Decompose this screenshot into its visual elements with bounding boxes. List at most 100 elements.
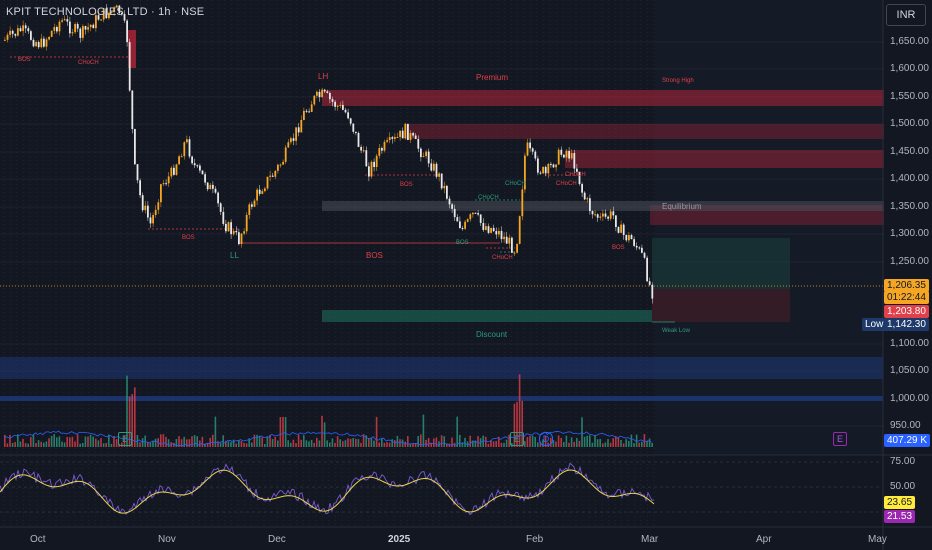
volume-bar: [404, 441, 406, 447]
candle-body: [6, 34, 9, 40]
candle-body: [568, 151, 570, 159]
volume-bar: [9, 434, 11, 447]
candle-body: [193, 163, 196, 166]
volume-bar: [420, 434, 422, 447]
volume-bar: [375, 416, 378, 447]
candle-body: [490, 227, 492, 233]
candle-body: [459, 221, 461, 229]
candle-body: [139, 180, 141, 196]
volume-bar: [448, 443, 451, 447]
symbol-title[interactable]: KPIT TECHNOLOGIES LTD · 1h · NSE: [6, 6, 205, 18]
candle-body: [282, 161, 284, 165]
volume-bar: [245, 443, 248, 447]
candle-body: [212, 184, 214, 189]
volume-bar: [508, 434, 510, 447]
candle-body: [386, 140, 388, 142]
volume-bar: [141, 438, 144, 447]
candle-body: [183, 142, 186, 157]
candle-body: [4, 39, 6, 41]
volume-bar: [513, 403, 516, 447]
candle-body: [401, 130, 404, 139]
volume-bar: [162, 434, 165, 447]
candle-body: [318, 91, 321, 98]
candle-body: [648, 281, 651, 285]
volume-bar: [183, 436, 185, 447]
candle-body: [56, 27, 58, 32]
candle-body: [604, 213, 607, 217]
bos-label: BOS: [366, 251, 383, 260]
candle-body: [277, 164, 279, 171]
volume-bar: [321, 415, 323, 447]
candle-body: [71, 32, 74, 34]
volume-bar: [173, 442, 175, 447]
volume-bar: [487, 443, 490, 447]
candle-body: [186, 139, 188, 143]
time-tick-apr: Apr: [756, 534, 772, 545]
candle-body: [381, 148, 383, 151]
candle-body: [542, 166, 544, 174]
volume-bar: [425, 439, 427, 447]
candle-body: [295, 127, 297, 141]
volume-bar: [412, 443, 414, 447]
volume-bar: [121, 442, 123, 447]
volume-bar: [134, 387, 136, 447]
candle-body: [243, 231, 245, 234]
volume-bar: [599, 439, 601, 447]
candle-body: [100, 19, 102, 21]
volume-bar: [607, 439, 609, 447]
candle-body: [214, 188, 217, 193]
stop-box: [652, 289, 790, 322]
rsi-ma-line: [0, 469, 655, 514]
candle-body: [581, 183, 583, 193]
candle-body: [188, 139, 191, 157]
volume-bar: [251, 442, 253, 447]
candle-body: [495, 231, 498, 235]
candle-body: [199, 165, 201, 171]
rsi-value-label: 21.53: [884, 510, 916, 523]
volume-bar: [570, 437, 573, 447]
volume-bar: [269, 434, 271, 447]
candle-body: [630, 235, 633, 240]
candle-body: [89, 24, 92, 28]
time-tick-dec: Dec: [268, 534, 286, 545]
candle-body: [191, 156, 193, 164]
earnings-event-icon[interactable]: E: [118, 432, 132, 446]
upcoming-earnings-icon[interactable]: E: [833, 432, 847, 446]
volume-bar: [633, 443, 635, 447]
candle-body: [635, 245, 638, 248]
volume-bar: [427, 437, 430, 447]
candle-body: [266, 176, 269, 189]
candle-body: [505, 236, 508, 244]
candle-body: [264, 188, 266, 192]
candle-body: [570, 153, 573, 159]
bos-mark-5: BOS: [456, 240, 469, 246]
candle-body: [362, 150, 365, 152]
currency-button[interactable]: INR: [886, 4, 926, 26]
volume-bar: [544, 436, 547, 447]
candle-body: [500, 230, 503, 240]
candle-body: [547, 163, 550, 174]
price-tick-950: 950.00: [890, 420, 921, 431]
candle-body: [479, 214, 482, 223]
candle-body: [27, 28, 30, 32]
volume-bar: [123, 435, 126, 447]
time-tick-nov: Nov: [158, 534, 176, 545]
candle-body: [92, 24, 95, 29]
volume-bar: [422, 414, 425, 447]
dividend-event-icon[interactable]: D: [539, 432, 553, 446]
volume-bar: [45, 441, 48, 447]
candle-body: [225, 223, 227, 232]
rsi-ma-value-label: 23.65: [884, 496, 916, 509]
volume-bar: [277, 440, 279, 447]
candle-body: [342, 104, 344, 110]
candle-body: [474, 212, 477, 214]
candle-body: [79, 28, 82, 38]
candle-body: [76, 23, 79, 29]
volume-bar: [464, 437, 466, 447]
candle-body: [531, 148, 534, 152]
volume-bar: [188, 439, 191, 447]
volume-bar: [115, 439, 118, 447]
candle-body: [620, 224, 622, 233]
earnings-event-icon[interactable]: E: [510, 432, 524, 446]
